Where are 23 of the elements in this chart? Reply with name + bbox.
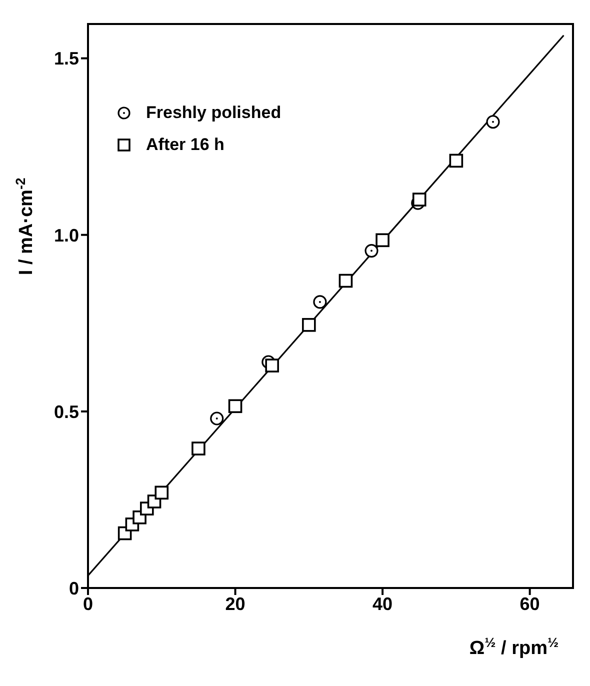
legend-label: After 16 h (146, 135, 224, 155)
point (302, 318, 316, 332)
point (412, 192, 426, 206)
x-tick-label: 20 (225, 594, 246, 614)
point (364, 244, 378, 258)
x-axis-title: Ω$^{½}$ / rpm$^{½}$ (469, 634, 559, 659)
point (228, 399, 242, 414)
point (376, 233, 390, 248)
y-tick-label: 1.5 (54, 48, 79, 69)
point (154, 486, 169, 500)
x-tick-label: 60 (520, 594, 540, 614)
point (338, 274, 353, 288)
point (210, 412, 224, 426)
point (192, 442, 206, 456)
y-tick-label: 1.0 (54, 225, 79, 246)
x-tick-label: 40 (372, 594, 393, 614)
point (449, 154, 464, 168)
x-tick-label: 0 (82, 594, 94, 614)
y-tick-label: 0 (68, 578, 79, 598)
legend-label: Freshly polished (146, 103, 282, 123)
point (265, 358, 279, 372)
y-tick-label: 0.5 (54, 402, 79, 422)
point (486, 115, 500, 129)
